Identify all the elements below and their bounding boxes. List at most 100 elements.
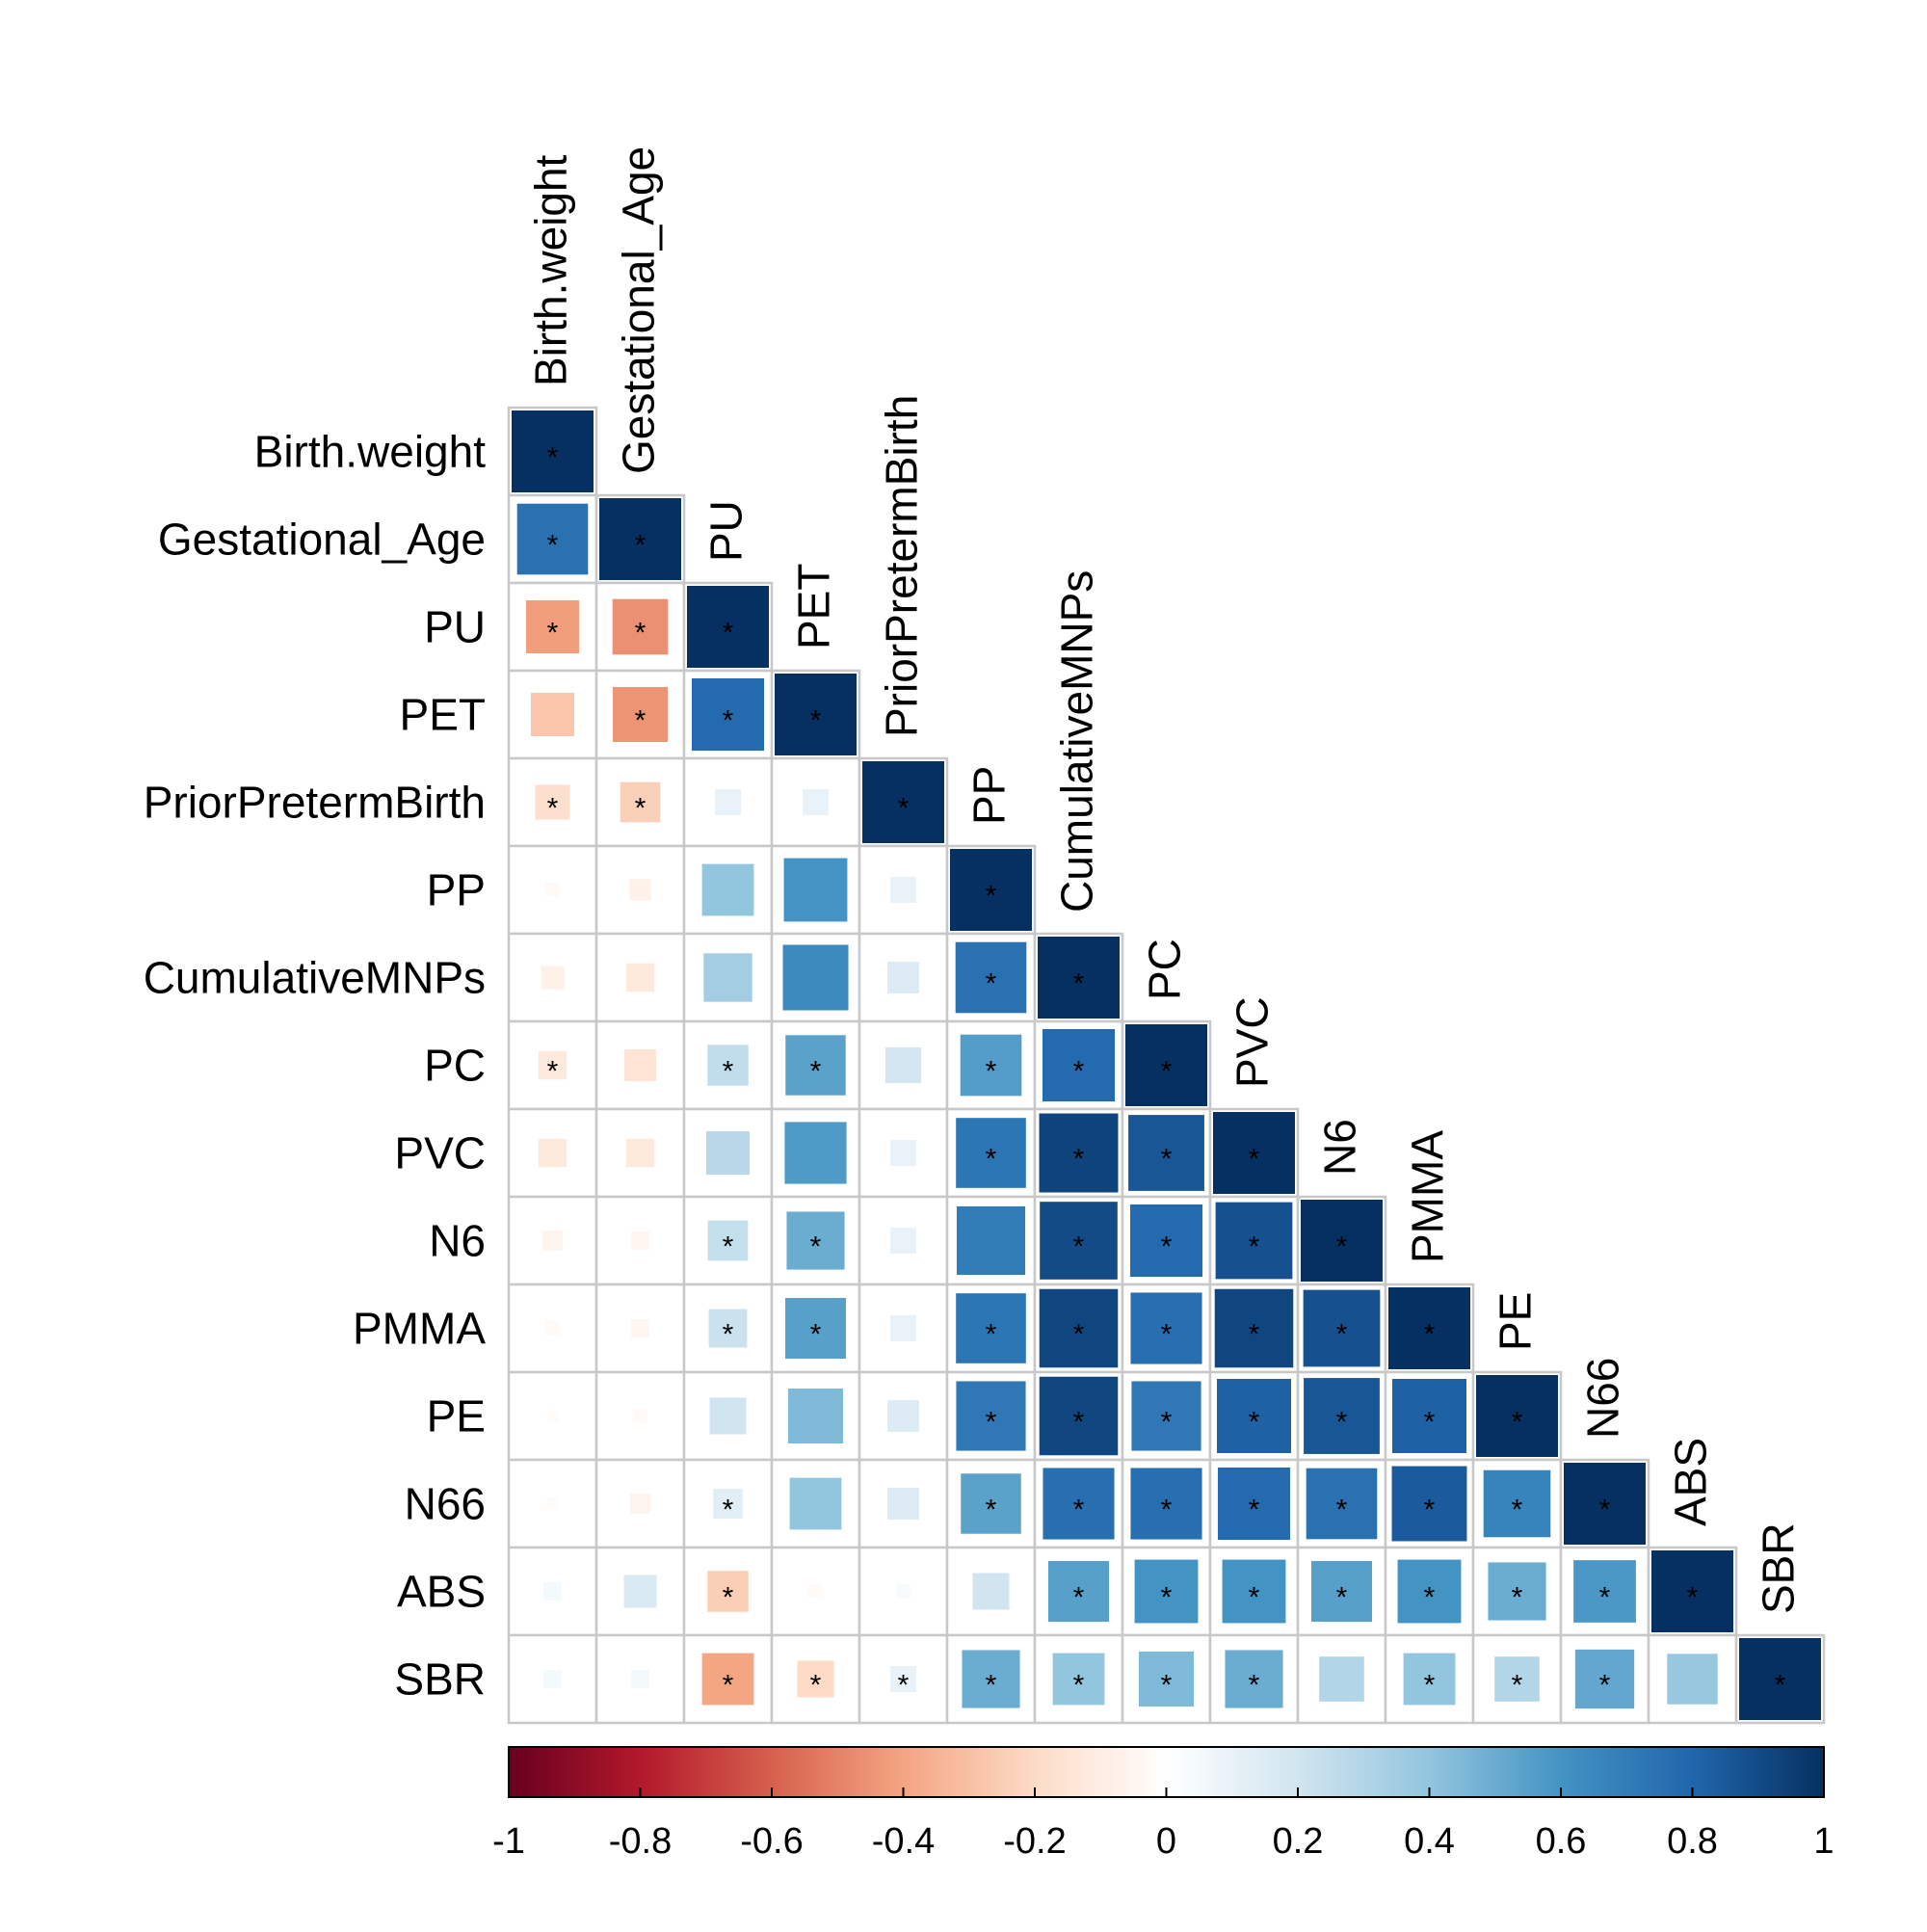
correlation-square: [1214, 1288, 1294, 1368]
cell-CumulativeMNPs-PP: *: [945, 932, 1037, 1023]
cell-N66-N6: *: [1296, 1458, 1387, 1549]
significance-marker: *: [723, 705, 734, 737]
significance-marker: *: [986, 1056, 997, 1088]
cell-PP-PriorPretermBirth: [858, 844, 949, 936]
cell-N6-Gestational_Age: [594, 1195, 686, 1286]
cell-ABS-PriorPretermBirth: [858, 1546, 949, 1637]
cell-N6-PET: *: [770, 1195, 861, 1286]
colorbar-tick-label: 0.4: [1404, 1821, 1455, 1862]
significance-marker: *: [1775, 1670, 1786, 1702]
correlation-square: [1574, 1649, 1635, 1709]
row-label-PVC: PVC: [394, 1128, 486, 1178]
correlation-square: [1130, 1468, 1202, 1540]
significance-marker: *: [1599, 1582, 1611, 1614]
correlation-square: [707, 1045, 749, 1086]
correlation-square: [955, 941, 1027, 1014]
cell-PET-Birth.weight: [507, 669, 598, 760]
cell-PMMA-CumulativeMNPs: *: [1033, 1283, 1124, 1374]
cell-ABS-PET: [770, 1546, 861, 1637]
correlation-square: [708, 1309, 748, 1348]
correlation-square: [1138, 1651, 1195, 1707]
significance-marker: *: [1424, 1319, 1436, 1351]
cell-PE-PriorPretermBirth: [858, 1370, 949, 1462]
correlation-square: [630, 1494, 650, 1514]
correlation-square: [707, 1220, 749, 1261]
cell-PMMA-Gestational_Age: [594, 1283, 686, 1374]
correlation-square: [525, 599, 580, 654]
column-label-PU: PU: [701, 500, 752, 562]
correlation-square: [1392, 1379, 1466, 1453]
significance-marker: *: [547, 530, 559, 562]
row-label-Gestational_Age: Gestational_Age: [158, 515, 486, 565]
significance-marker: *: [635, 618, 647, 649]
cell-PMMA-PU: *: [682, 1283, 774, 1374]
significance-marker: *: [1512, 1407, 1523, 1439]
cell-PVC-Gestational_Age: [594, 1107, 686, 1199]
correlation-square: [950, 849, 1032, 931]
correlation-square: [630, 1318, 650, 1338]
cell-SBR-PriorPretermBirth: *: [858, 1633, 949, 1725]
correlation-square: [1494, 1656, 1540, 1702]
correlation-square: [1476, 1375, 1558, 1457]
cell-SBR-PC: *: [1121, 1633, 1212, 1725]
cell-ABS-PVC: *: [1208, 1546, 1300, 1637]
significance-marker: *: [1424, 1670, 1436, 1702]
cell-PE-PU: [682, 1370, 774, 1462]
column-label-PC: PC: [1140, 939, 1190, 1000]
cell-PC-PriorPretermBirth: [858, 1019, 949, 1111]
significance-marker: *: [723, 618, 734, 649]
correlation-square: [890, 877, 916, 903]
correlation-square: [956, 1118, 1026, 1188]
correlation-square: [890, 1666, 916, 1692]
cell-PE-PC: *: [1121, 1370, 1212, 1462]
row-labels: Birth.weight Gestational_Age PU PET PriorPre…: [144, 427, 487, 1705]
significance-marker: *: [986, 1407, 997, 1439]
correlation-square: [1040, 1202, 1118, 1280]
cell-PriorPretermBirth-Gestational_Age: *: [594, 756, 686, 848]
correlation-square: [890, 1315, 916, 1341]
cell-CumulativeMNPs-Gestational_Age: [594, 932, 686, 1023]
correlation-square: [1213, 1112, 1295, 1194]
cell-PMMA-PMMA: *: [1384, 1283, 1475, 1374]
significance-marker: *: [1249, 1582, 1260, 1614]
correlation-square: [956, 1293, 1026, 1363]
significance-marker: *: [635, 705, 647, 737]
cell-PU-Gestational_Age: *: [594, 581, 686, 673]
correlation-square: [1043, 1468, 1115, 1540]
cell-Gestational_Age-Birth.weight: *: [507, 493, 598, 585]
cell-SBR-CumulativeMNPs: *: [1033, 1633, 1124, 1725]
cell-PVC-PVC: *: [1208, 1107, 1300, 1199]
significance-marker: *: [986, 1495, 997, 1526]
correlation-square: [1215, 1202, 1293, 1280]
cell-CumulativeMNPs-PriorPretermBirth: [858, 932, 949, 1023]
correlation-square: [706, 1131, 750, 1175]
cell-ABS-N6: *: [1296, 1546, 1387, 1637]
cell-N6-PC: *: [1121, 1195, 1212, 1286]
cell-CumulativeMNPs-Birth.weight: [507, 932, 598, 1023]
correlation-square: [1667, 1654, 1718, 1705]
correlation-square: [961, 1473, 1021, 1534]
correlation-square: [890, 1140, 916, 1166]
correlation-square: [707, 1571, 749, 1612]
cell-N66-PC: *: [1121, 1458, 1212, 1549]
significance-marker: *: [1512, 1495, 1523, 1526]
colorbar-tick-label: -1: [492, 1821, 525, 1862]
significance-marker: *: [1512, 1670, 1523, 1702]
cell-CumulativeMNPs-PU: [682, 932, 774, 1023]
column-label-SBR: SBR: [1754, 1522, 1804, 1614]
cell-PriorPretermBirth-Birth.weight: *: [507, 756, 598, 848]
column-labels: Birth.weight Gestational_Age PU PET PriorPre…: [526, 146, 1804, 1614]
correlation-square: [542, 1669, 563, 1689]
row-label-PMMA: PMMA: [353, 1304, 486, 1354]
significance-marker: *: [898, 1670, 910, 1702]
significance-marker: *: [1073, 1231, 1085, 1263]
cell-SBR-PP: *: [945, 1633, 1037, 1725]
correlation-square: [783, 858, 848, 922]
correlation-square: [701, 863, 754, 916]
cell-ABS-Gestational_Age: [594, 1546, 686, 1637]
cell-ABS-CumulativeMNPs: *: [1033, 1546, 1124, 1637]
cell-PET-PU: *: [682, 669, 774, 760]
correlation-square: [701, 1653, 754, 1706]
cell-N66-Birth.weight: [507, 1458, 598, 1549]
correlation-square: [624, 1049, 656, 1081]
